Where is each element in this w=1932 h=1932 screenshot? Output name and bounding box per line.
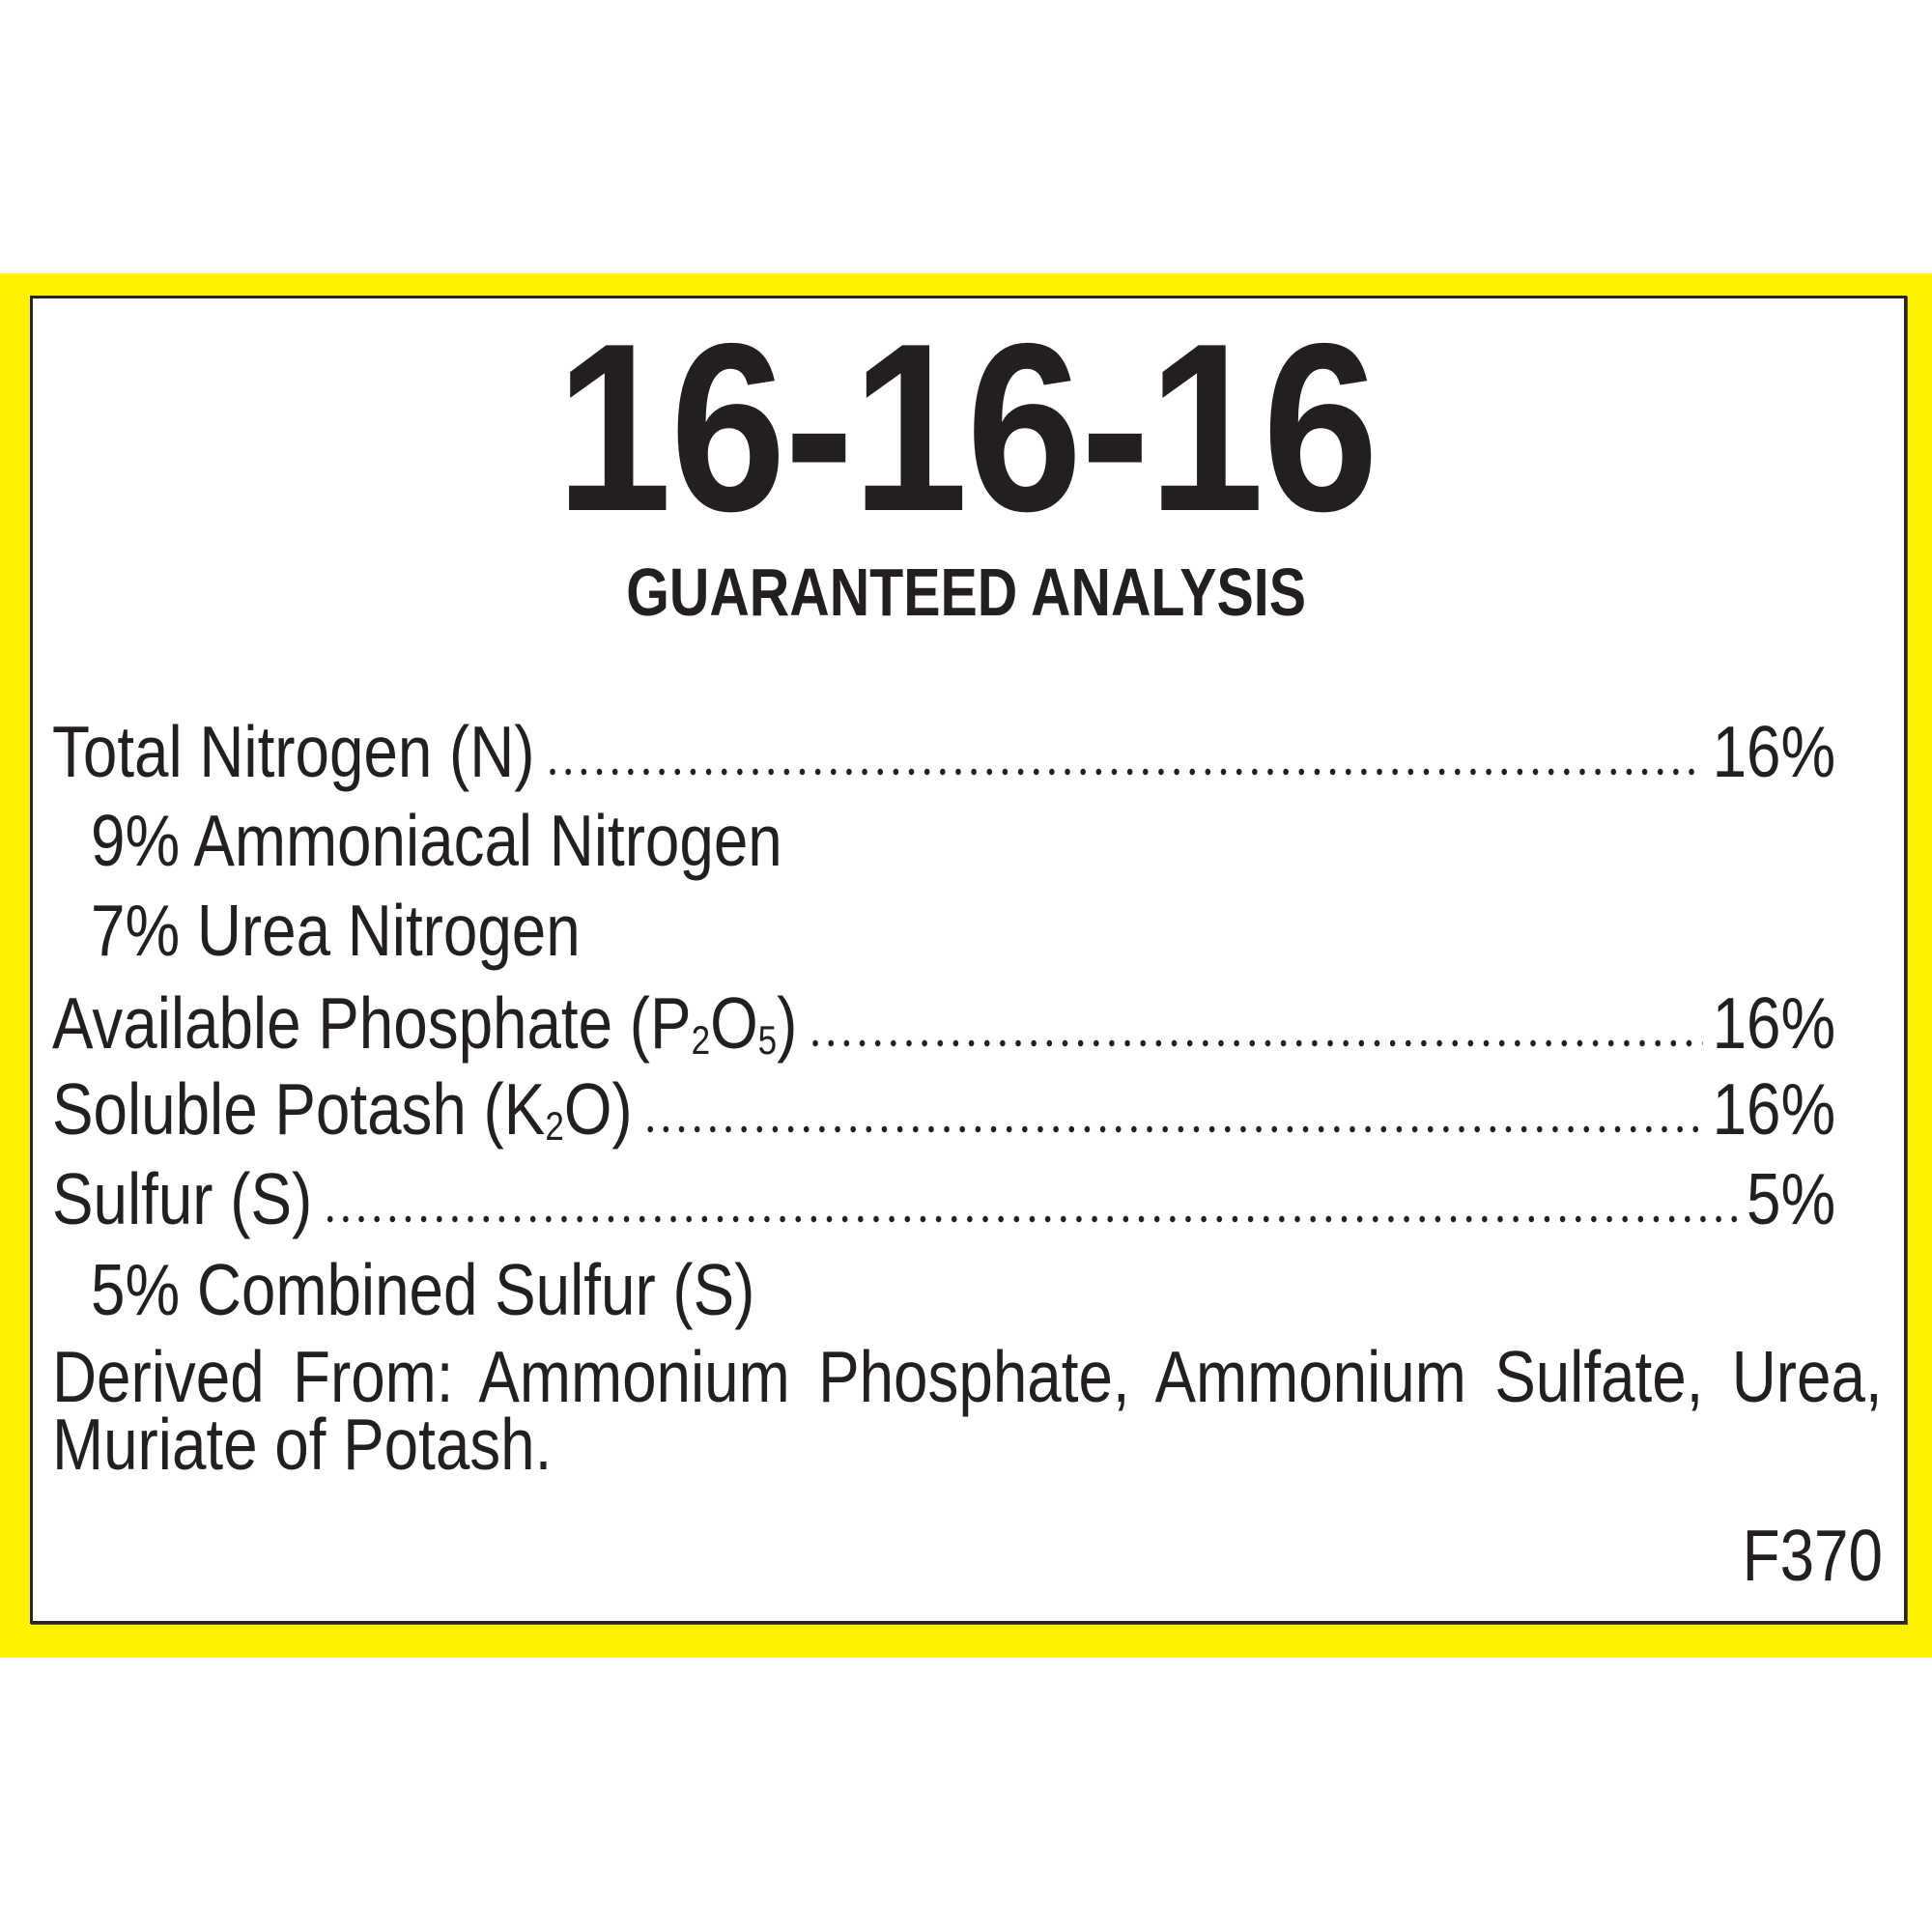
product-code: F370: [1742, 1515, 1883, 1596]
fertilizer-grade-title: 16-16-16: [0, 293, 1932, 561]
derived-from-text: Derived From: Ammonium Phosphate, Ammoni…: [52, 1336, 1883, 1485]
row-label: Available Phosphate (P2O5): [52, 980, 797, 1066]
row-label: Total Nitrogen (N): [52, 711, 535, 792]
analysis-row-total-nitrogen: Total Nitrogen (N) 16%: [52, 708, 1835, 795]
dot-leader: [322, 1214, 1737, 1224]
row-label: Sulfur (S): [52, 1158, 313, 1239]
row-value: 16%: [1712, 711, 1836, 792]
dot-leader: [641, 1124, 1703, 1134]
subscript: 2: [691, 1018, 711, 1064]
fertilizer-grade: 16-16-16: [555, 293, 1378, 561]
analysis-row-combined-sulfur: 5% Combined Sulfur (S): [91, 1246, 754, 1333]
label-part: ): [777, 982, 798, 1064]
row-value: 16%: [1712, 982, 1836, 1064]
row-label: Soluble Potash (K2O): [52, 1065, 633, 1152]
row-value: 16%: [1712, 1068, 1836, 1150]
row-label: 5% Combined Sulfur (S): [91, 1249, 755, 1330]
dot-leader: [544, 767, 1703, 777]
label-part: Available Phosphate (P: [52, 982, 692, 1064]
label-part: O): [563, 1068, 633, 1150]
analysis-row-ammoniacal-nitrogen: 9% Ammoniacal Nitrogen: [91, 797, 782, 884]
subscript: 2: [545, 1104, 564, 1150]
analysis-row-urea-nitrogen: 7% Urea Nitrogen: [91, 887, 581, 974]
label-part: Soluble Potash (K: [52, 1068, 546, 1150]
row-label: 9% Ammoniacal Nitrogen: [91, 800, 782, 881]
analysis-row-available-phosphate: Available Phosphate (P2O5) 16%: [52, 980, 1835, 1066]
label-part: O: [710, 982, 758, 1064]
heading-text: GUARANTEED ANALYSIS: [626, 554, 1306, 630]
row-value: 5%: [1747, 1158, 1836, 1239]
subscript: 5: [757, 1018, 778, 1064]
analysis-row-sulfur: Sulfur (S) 5%: [52, 1155, 1835, 1242]
guaranteed-analysis-panel: [30, 296, 1907, 1624]
guaranteed-analysis-heading: GUARANTEED ANALYSIS: [0, 558, 1932, 626]
analysis-row-soluble-potash: Soluble Potash (K2O) 16%: [52, 1065, 1835, 1152]
dot-leader: [807, 1038, 1703, 1048]
row-label: 7% Urea Nitrogen: [91, 890, 581, 971]
